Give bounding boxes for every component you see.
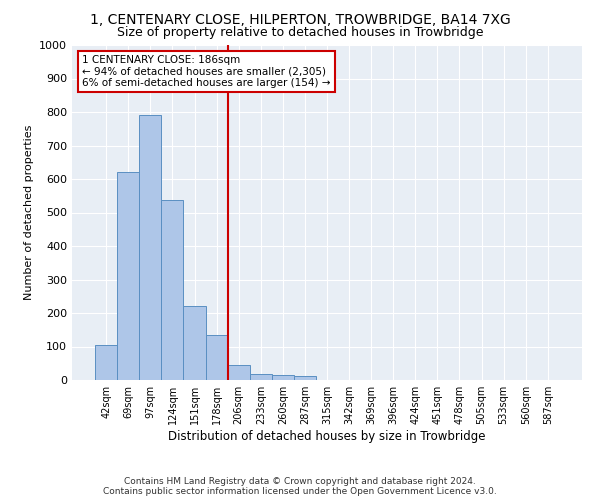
- Text: Contains HM Land Registry data © Crown copyright and database right 2024.
Contai: Contains HM Land Registry data © Crown c…: [103, 476, 497, 496]
- Text: 1 CENTENARY CLOSE: 186sqm
← 94% of detached houses are smaller (2,305)
6% of sem: 1 CENTENARY CLOSE: 186sqm ← 94% of detac…: [82, 55, 331, 88]
- Bar: [250, 374, 272, 380]
- Text: Size of property relative to detached houses in Trowbridge: Size of property relative to detached ho…: [117, 26, 483, 39]
- Bar: [294, 376, 316, 380]
- Bar: [227, 366, 250, 380]
- Bar: [161, 200, 184, 380]
- Bar: [272, 376, 294, 380]
- X-axis label: Distribution of detached houses by size in Trowbridge: Distribution of detached houses by size …: [168, 430, 486, 443]
- Bar: [184, 306, 206, 380]
- Bar: [139, 116, 161, 380]
- Text: 1, CENTENARY CLOSE, HILPERTON, TROWBRIDGE, BA14 7XG: 1, CENTENARY CLOSE, HILPERTON, TROWBRIDG…: [89, 12, 511, 26]
- Bar: [117, 172, 139, 380]
- Y-axis label: Number of detached properties: Number of detached properties: [23, 125, 34, 300]
- Bar: [95, 346, 117, 380]
- Bar: [206, 336, 227, 380]
